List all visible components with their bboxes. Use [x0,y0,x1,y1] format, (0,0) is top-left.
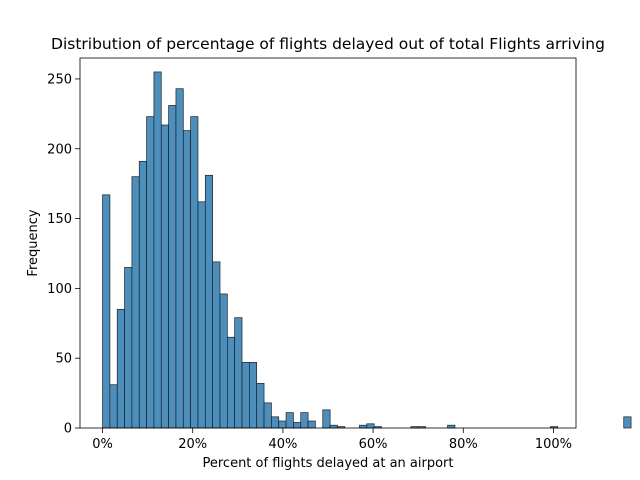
x-tick-label: 80% [449,437,478,452]
x-tick-label: 0% [92,437,113,452]
histogram-bar [197,201,206,429]
x-tick-label: 100% [535,437,572,452]
histogram-bar [175,88,184,429]
histogram-bar [168,105,177,429]
histogram-bar [322,409,331,429]
y-tick-label: 0 [64,422,72,437]
x-axis-label: Percent of flights delayed at an airport [202,456,453,471]
histogram-bar [241,362,250,429]
y-tick-label: 200 [47,142,72,157]
histogram-bar [285,412,294,429]
histogram-bar [212,261,221,429]
histogram-bar [263,402,272,429]
histogram-bar [204,174,214,429]
histogram-bar [234,317,243,429]
x-axis: 0% 20% 40% 60% 80% 100% [92,428,572,452]
histogram-bar [138,160,147,429]
histogram-bar [116,308,125,429]
histogram-bar [160,124,169,429]
histogram-bar [249,362,258,429]
y-tick-label: 100 [47,282,72,297]
y-axis-label: Frequency [26,209,41,276]
histogram-bar [226,336,236,429]
histogram-bar [109,384,118,429]
plot-frame [79,57,577,429]
histogram-bar [124,267,133,429]
histogram-bar [278,420,287,429]
x-tick-label: 20% [178,437,207,452]
histogram-bar [293,422,302,429]
histogram-bars [102,71,632,429]
histogram-bar [219,293,228,429]
chart-title: Distribution of percentage of flights de… [51,35,605,53]
histogram-bar [300,412,309,429]
histogram-bar [153,71,162,429]
histogram-bar [182,130,191,429]
x-tick-label: 40% [268,437,297,452]
histogram-bar [256,382,265,429]
histogram-bar [623,416,632,429]
histogram-bar [359,424,368,429]
histogram-bar [131,176,140,429]
histogram-bar [329,424,338,429]
y-tick-label: 150 [47,212,72,227]
x-tick-label: 60% [359,437,388,452]
histogram-bar [190,116,199,429]
histogram-bar [271,416,280,429]
histogram-bar [366,423,375,429]
histogram-bar [102,194,111,429]
histogram-bar [447,424,456,429]
histogram-bar [307,420,316,429]
y-tick-label: 250 [47,72,72,87]
y-axis: 0 50 100 150 200 250 [47,72,80,437]
histogram-bar [146,116,155,429]
y-tick-label: 50 [55,352,72,367]
